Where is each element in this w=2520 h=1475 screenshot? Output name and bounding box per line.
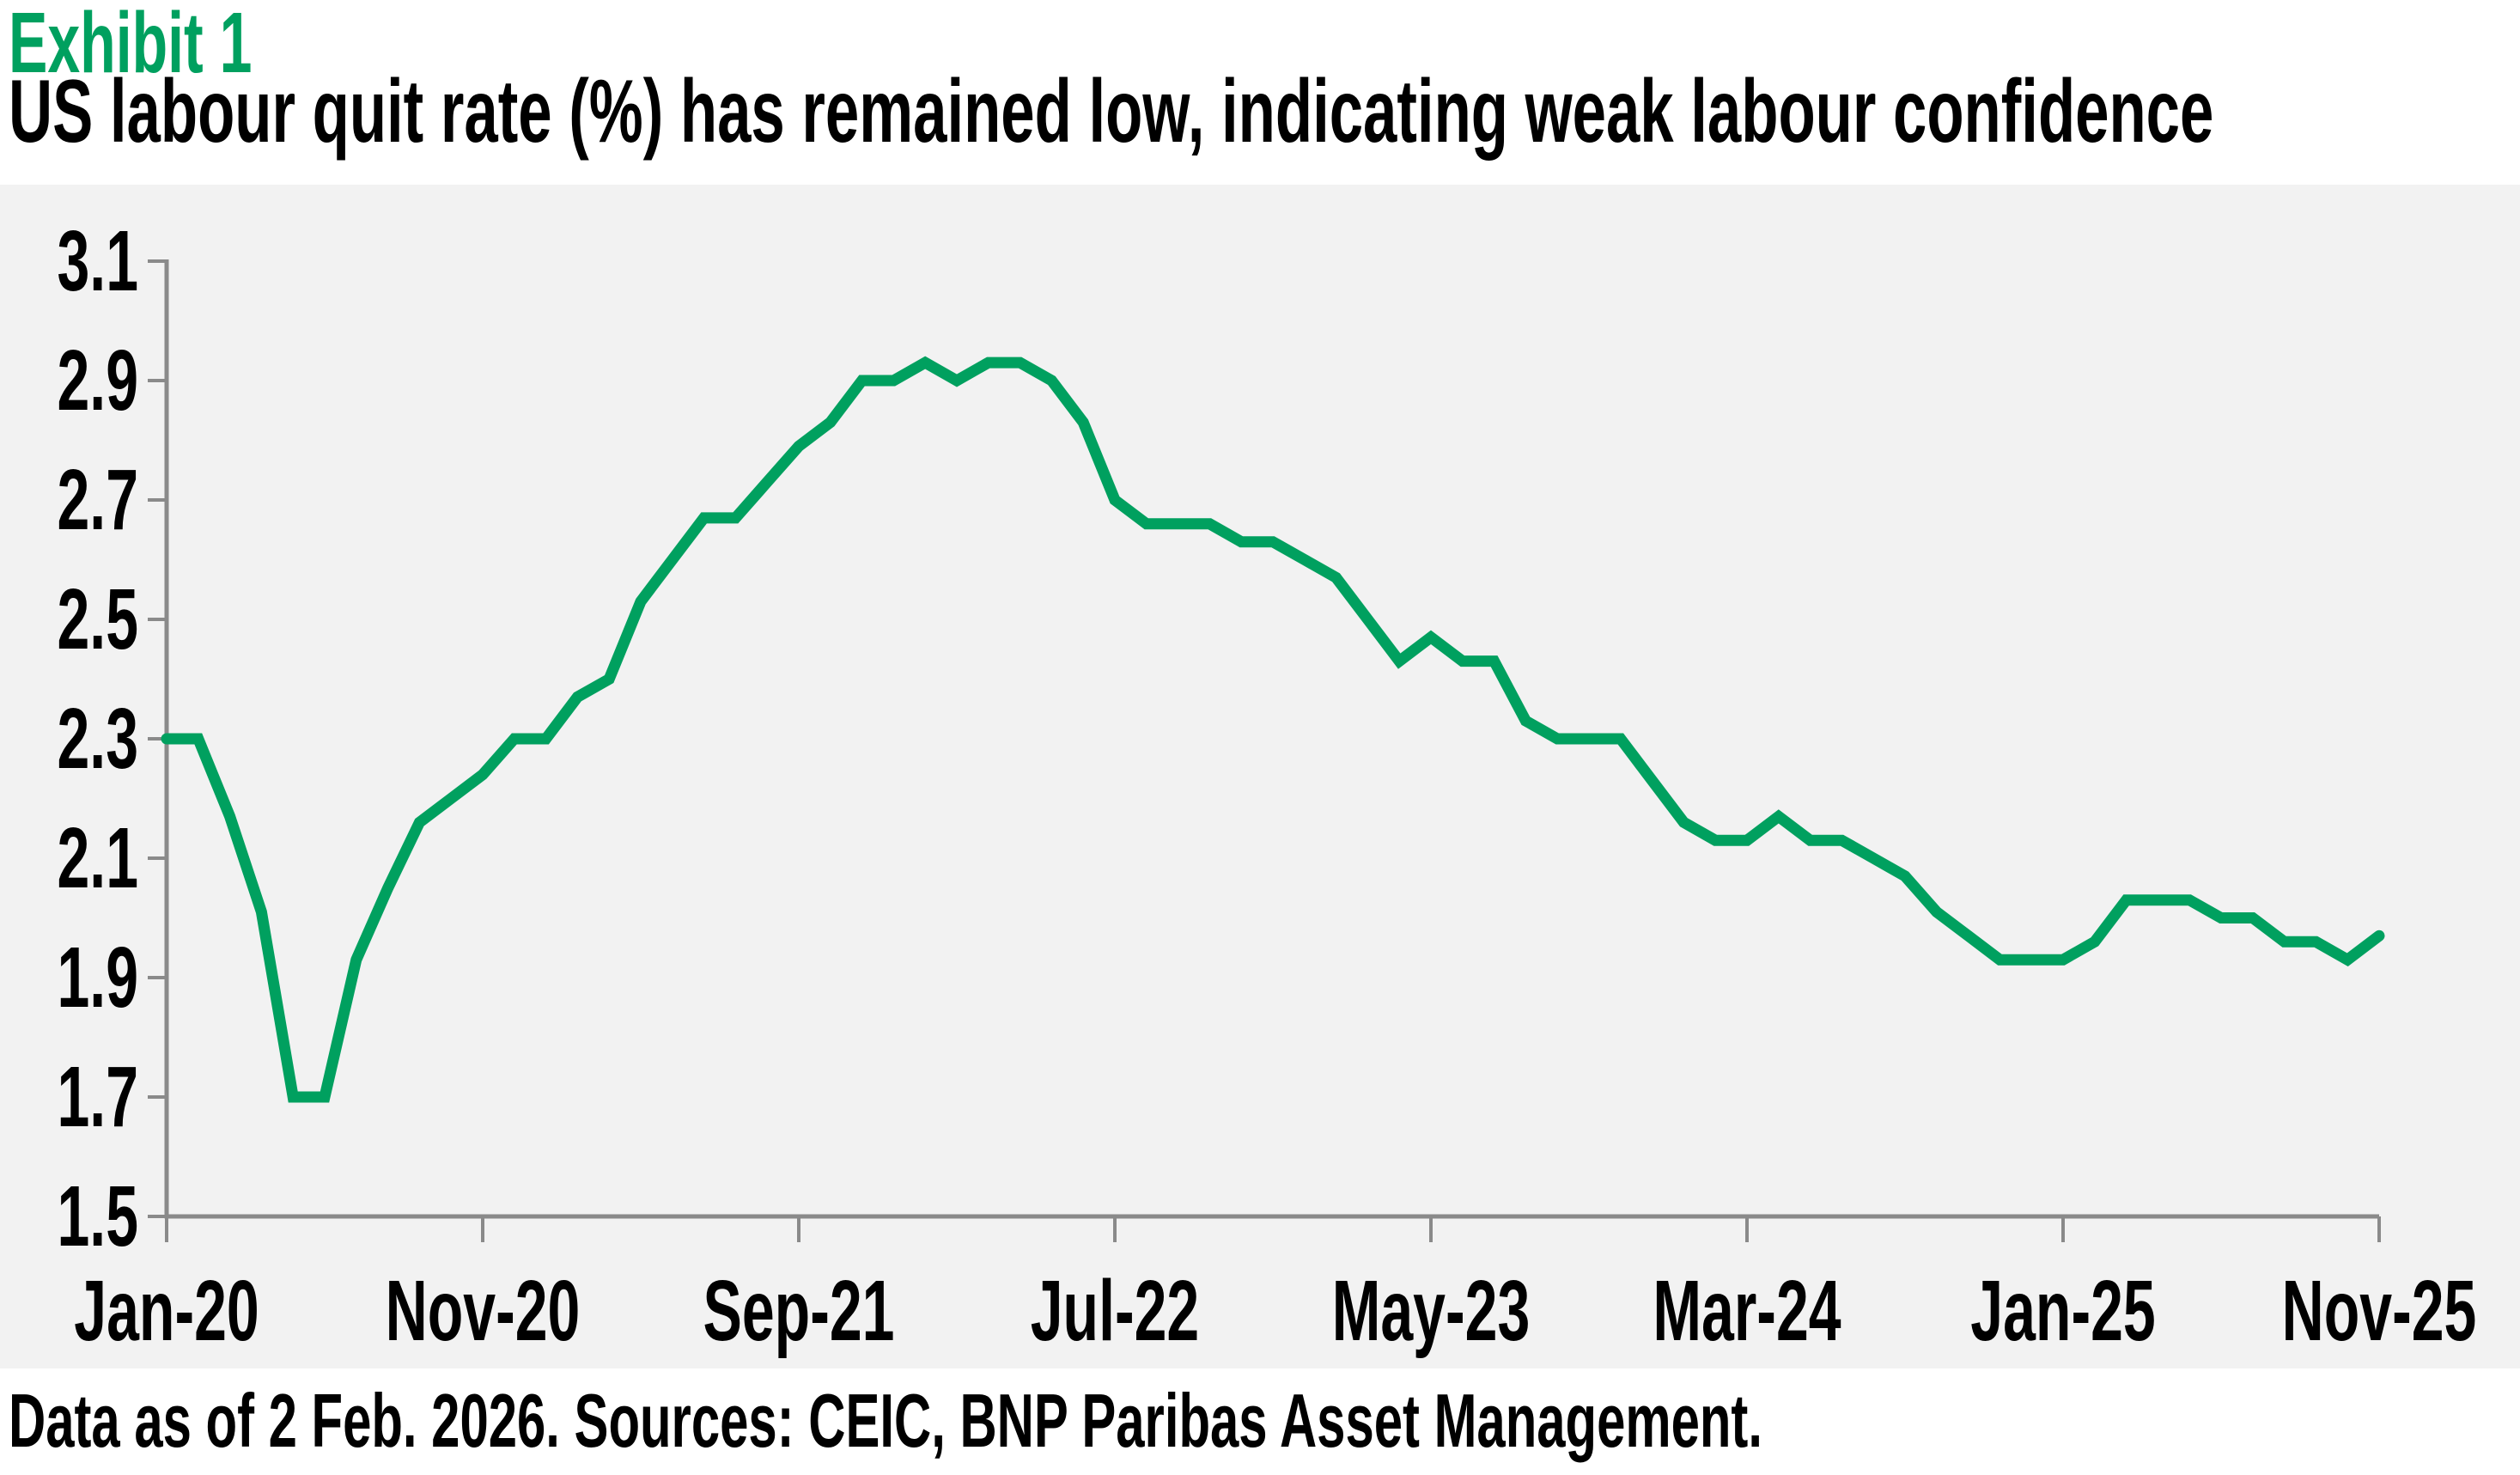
plot-background (0, 185, 2520, 1368)
x-tick-label: Jan-25 (1970, 1263, 2156, 1359)
x-tick-label: Sep-21 (703, 1263, 895, 1359)
y-tick-label: 2.7 (58, 452, 139, 548)
source-note: Data as of 2 Feb. 2026. Sources: CEIC, B… (9, 1378, 1762, 1463)
y-tick-label: 2.3 (58, 691, 139, 787)
page-title: US labour quit rate (%) has remained low… (9, 62, 2214, 162)
y-tick-label: 3.1 (58, 213, 139, 309)
x-tick-label: Mar-24 (1653, 1263, 1841, 1359)
y-tick-label: 1.9 (58, 929, 139, 1026)
y-tick-label: 1.5 (58, 1168, 139, 1265)
quit-rate-line (161, 356, 2385, 1103)
y-tick-label: 2.5 (58, 571, 139, 667)
x-tick-label: Nov-25 (2282, 1263, 2477, 1359)
exhibit-label: Exhibit 1 (9, 0, 253, 91)
y-tick-label: 1.7 (58, 1049, 139, 1145)
x-tick-label: Jul-22 (1031, 1263, 1200, 1359)
x-tick-label: Jan-20 (74, 1263, 259, 1359)
x-tick-label: May-23 (1332, 1263, 1531, 1359)
y-tick-label: 2.9 (58, 332, 139, 429)
x-tick-label: Nov-20 (386, 1263, 581, 1359)
y-tick-label: 2.1 (58, 810, 139, 906)
